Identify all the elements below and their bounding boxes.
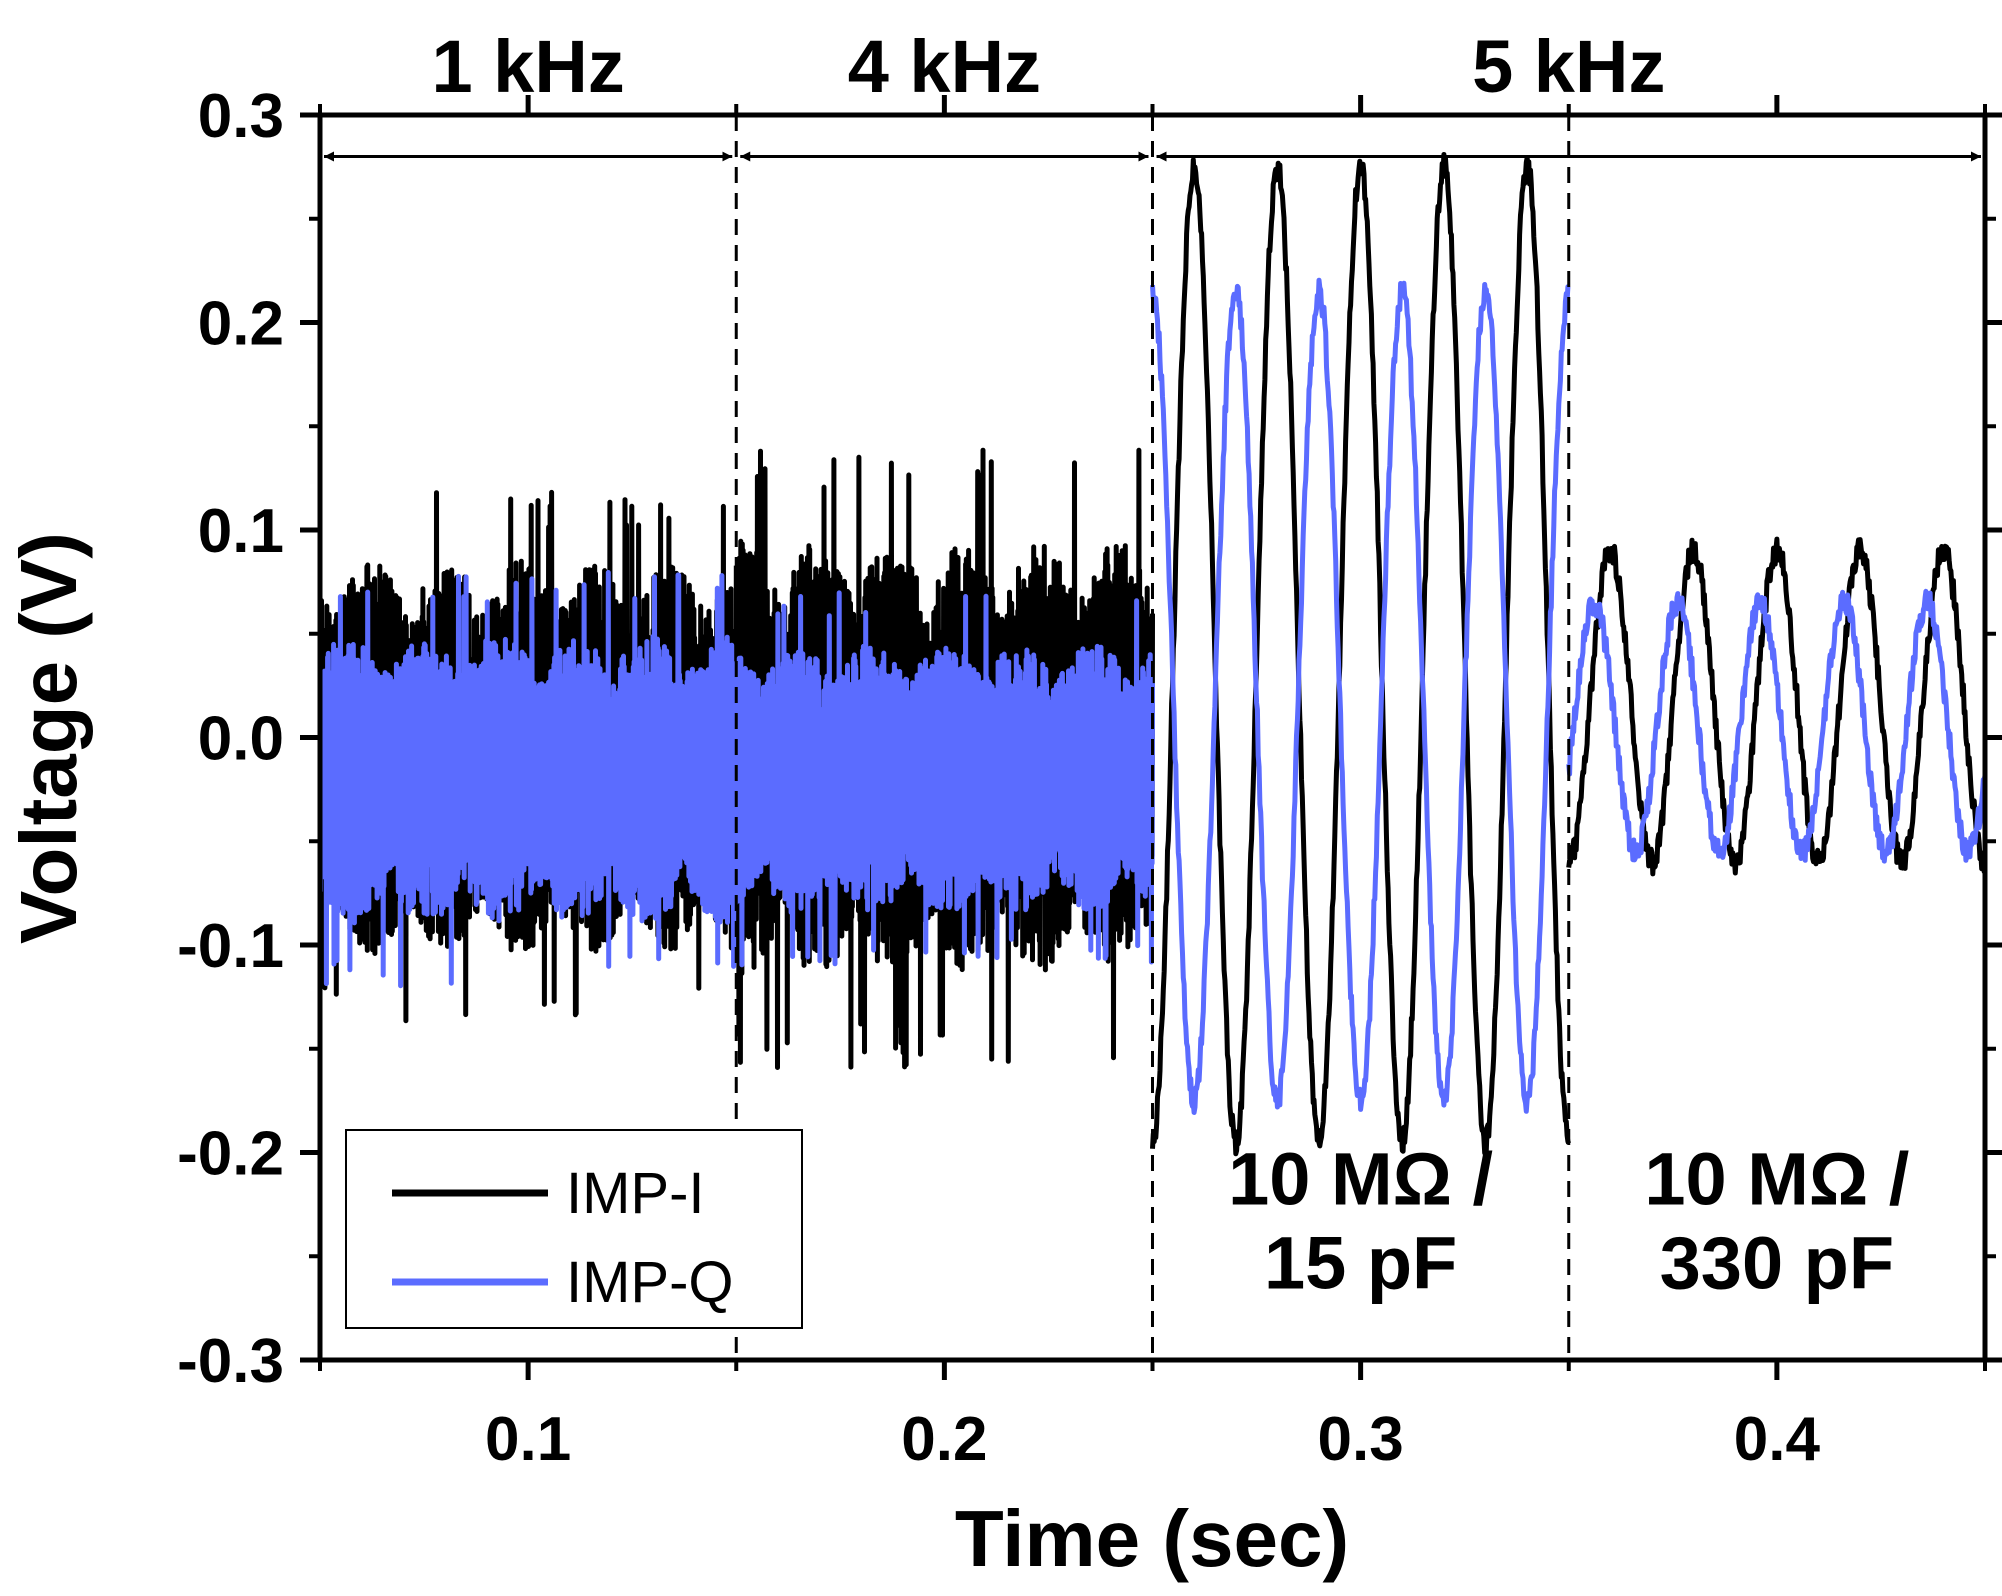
tick-layer: 0.1 0.2 0.3 0.4 0.3 0.2 0.1 0.0 -0.1 -0.2 -0.3 (177, 82, 2002, 1474)
x-axis-title: Time (sec) (955, 1494, 1349, 1583)
x-tick-label: 0.4 (1734, 1405, 1821, 1474)
y-axis-title: Voltage (V) (4, 532, 93, 944)
y-tick-label: -0.3 (177, 1327, 284, 1396)
legend-label-imp-i: IMP-I (566, 1161, 705, 1226)
x-tick-label: 0.3 (1318, 1405, 1404, 1474)
x-tick-label: 0.1 (485, 1405, 571, 1474)
y-tick-label: 0.1 (198, 497, 284, 566)
legend-label-imp-q: IMP-Q (566, 1250, 734, 1315)
load-annotation-1-line-2: 15 pF (1264, 1221, 1457, 1304)
span-label-1-khz: 1 kHz (431, 25, 624, 108)
y-tick-label: -0.1 (177, 912, 284, 981)
frequency-span-layer: 1 kHz 4 kHz 5 kHz (324, 25, 1981, 162)
y-tick-label: 0.3 (198, 82, 284, 151)
load-annotation-2-line-2: 330 pF (1660, 1221, 1894, 1304)
x-tick-label: 0.2 (901, 1405, 987, 1474)
y-tick-label: -0.2 (177, 1120, 284, 1189)
legend: IMP-I IMP-Q (345, 1129, 803, 1329)
span-label-4-khz: 4 kHz (848, 25, 1041, 108)
legend-box (345, 1129, 803, 1329)
y-tick-label: 0.2 (198, 290, 284, 359)
series-layer (320, 152, 1985, 1157)
series-line-imp-q (320, 277, 1985, 1115)
y-tick-label: 0.0 (198, 705, 284, 774)
span-label-5-khz: 5 kHz (1472, 25, 1665, 108)
load-annotation-1-line-1: 10 MΩ / (1228, 1137, 1493, 1220)
load-annotation-2-line-1: 10 MΩ / (1644, 1137, 1909, 1220)
